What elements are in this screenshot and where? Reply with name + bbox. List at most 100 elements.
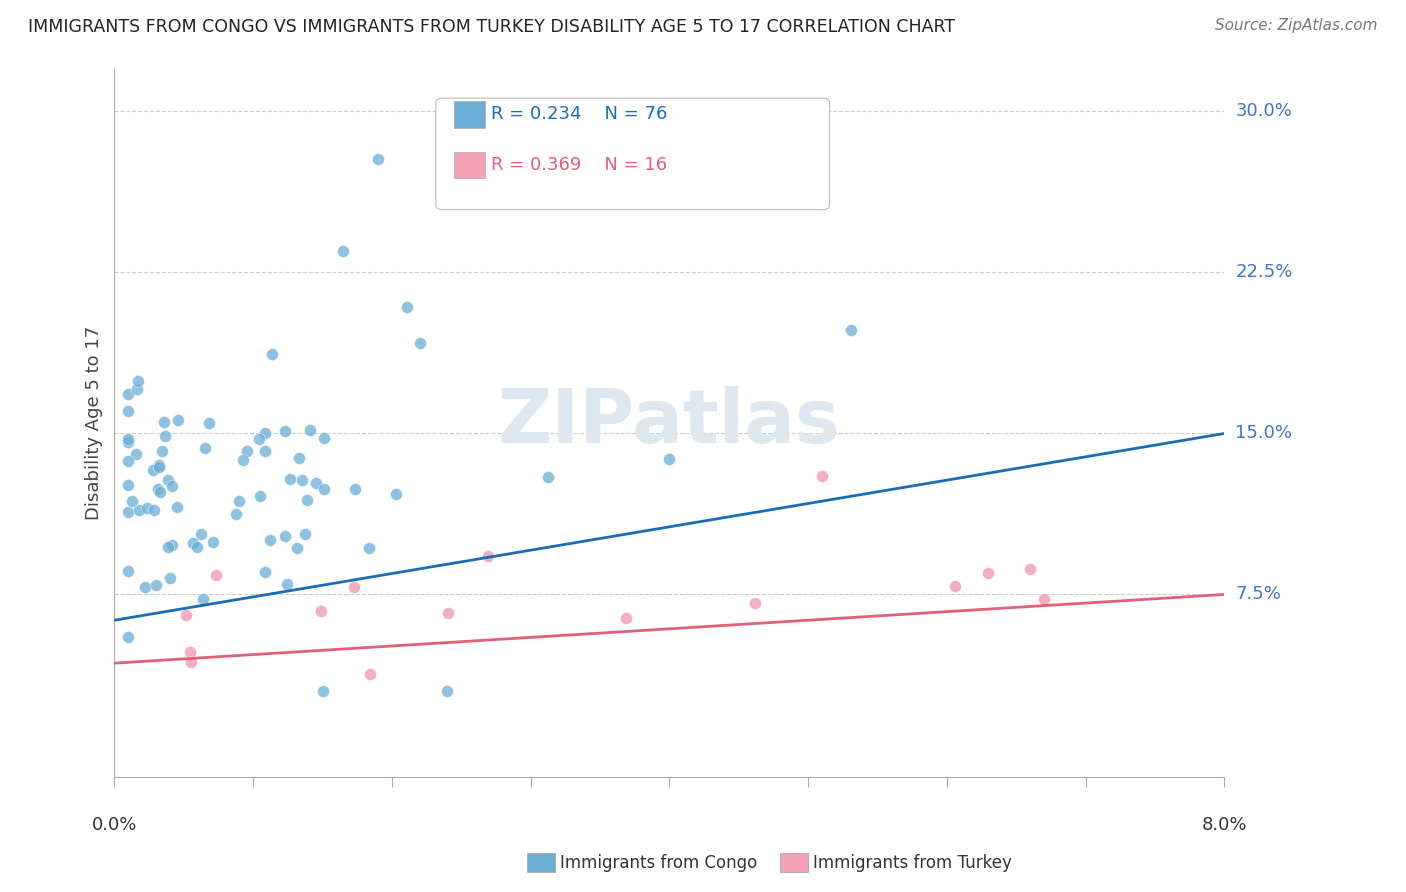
Point: [198, 416, 221, 430]
Point: [294, 527, 316, 541]
Point: [254, 426, 277, 441]
Text: Immigrants from Congo: Immigrants from Congo: [560, 854, 756, 871]
Point: [152, 416, 174, 430]
Point: [359, 541, 381, 555]
Point: [186, 541, 208, 555]
Point: [125, 447, 148, 461]
Text: IMMIGRANTS FROM CONGO VS IMMIGRANTS FROM TURKEY DISABILITY AGE 5 TO 17 CORRELATI: IMMIGRANTS FROM CONGO VS IMMIGRANTS FROM…: [28, 18, 955, 36]
Point: [136, 500, 159, 515]
Point: [153, 429, 176, 443]
Text: 22.5%: 22.5%: [1236, 263, 1292, 282]
Point: [145, 578, 167, 592]
Text: 15.0%: 15.0%: [1236, 425, 1292, 442]
Point: [150, 444, 173, 458]
Point: [273, 529, 295, 543]
Point: [174, 607, 197, 622]
Point: [117, 477, 139, 491]
Point: [148, 458, 170, 473]
Point: [285, 541, 308, 555]
Point: [288, 451, 311, 466]
Point: [121, 494, 143, 508]
Point: [146, 483, 169, 497]
Point: [1032, 592, 1054, 607]
Point: [305, 475, 328, 490]
Point: [117, 631, 139, 645]
Point: [117, 505, 139, 519]
Point: [309, 604, 332, 618]
Point: [1019, 562, 1042, 576]
Point: [274, 424, 297, 438]
Point: [253, 565, 276, 579]
Point: [260, 346, 283, 360]
Point: [236, 444, 259, 458]
Point: [180, 655, 202, 669]
Point: [142, 503, 165, 517]
Point: [194, 441, 217, 455]
Point: [162, 537, 184, 551]
Point: [839, 323, 862, 337]
Point: [537, 470, 560, 484]
Point: [811, 469, 834, 483]
Point: [117, 454, 139, 468]
Point: [367, 152, 389, 166]
Point: [276, 577, 298, 591]
Point: [943, 579, 966, 593]
Text: Source: ZipAtlas.com: Source: ZipAtlas.com: [1215, 18, 1378, 33]
Point: [312, 483, 335, 497]
Text: ZIPatlas: ZIPatlas: [498, 386, 841, 459]
Point: [395, 301, 418, 315]
Point: [117, 434, 139, 449]
Y-axis label: Disability Age 5 to 17: Disability Age 5 to 17: [86, 326, 103, 520]
Point: [181, 536, 204, 550]
Point: [157, 473, 180, 487]
Point: [128, 503, 150, 517]
Text: 8.0%: 8.0%: [1202, 815, 1247, 834]
Point: [247, 433, 270, 447]
Point: [658, 452, 681, 467]
Point: [332, 244, 354, 258]
Point: [616, 611, 638, 625]
Point: [312, 431, 335, 445]
Text: 7.5%: 7.5%: [1236, 585, 1281, 604]
Point: [436, 684, 458, 698]
Point: [359, 666, 381, 681]
Point: [977, 566, 1000, 580]
Text: 0.0%: 0.0%: [91, 815, 138, 834]
Point: [134, 580, 156, 594]
Point: [232, 452, 254, 467]
Point: [249, 489, 271, 503]
Point: [259, 533, 281, 547]
Point: [159, 571, 181, 585]
Point: [190, 527, 212, 541]
Point: [343, 482, 366, 496]
Point: [225, 507, 247, 521]
Point: [179, 645, 201, 659]
Point: [477, 549, 499, 563]
Point: [127, 375, 149, 389]
Point: [166, 500, 188, 514]
Point: [127, 382, 149, 396]
Point: [297, 492, 319, 507]
Text: R = 0.369    N = 16: R = 0.369 N = 16: [491, 156, 666, 174]
Point: [437, 606, 460, 620]
Text: 30.0%: 30.0%: [1236, 103, 1292, 120]
Point: [117, 564, 139, 578]
Text: Immigrants from Turkey: Immigrants from Turkey: [813, 854, 1011, 871]
Point: [299, 423, 322, 437]
Point: [117, 403, 139, 417]
Point: [253, 444, 276, 458]
Point: [157, 540, 180, 554]
Point: [744, 596, 766, 610]
Point: [142, 463, 165, 477]
Text: R = 0.234    N = 76: R = 0.234 N = 76: [491, 105, 666, 123]
Point: [167, 413, 190, 427]
Point: [148, 459, 170, 474]
Point: [117, 387, 139, 401]
Point: [228, 494, 250, 508]
Point: [311, 684, 333, 698]
Point: [117, 432, 139, 446]
Point: [204, 568, 226, 582]
Point: [160, 479, 183, 493]
Point: [201, 535, 224, 549]
Point: [343, 580, 366, 594]
